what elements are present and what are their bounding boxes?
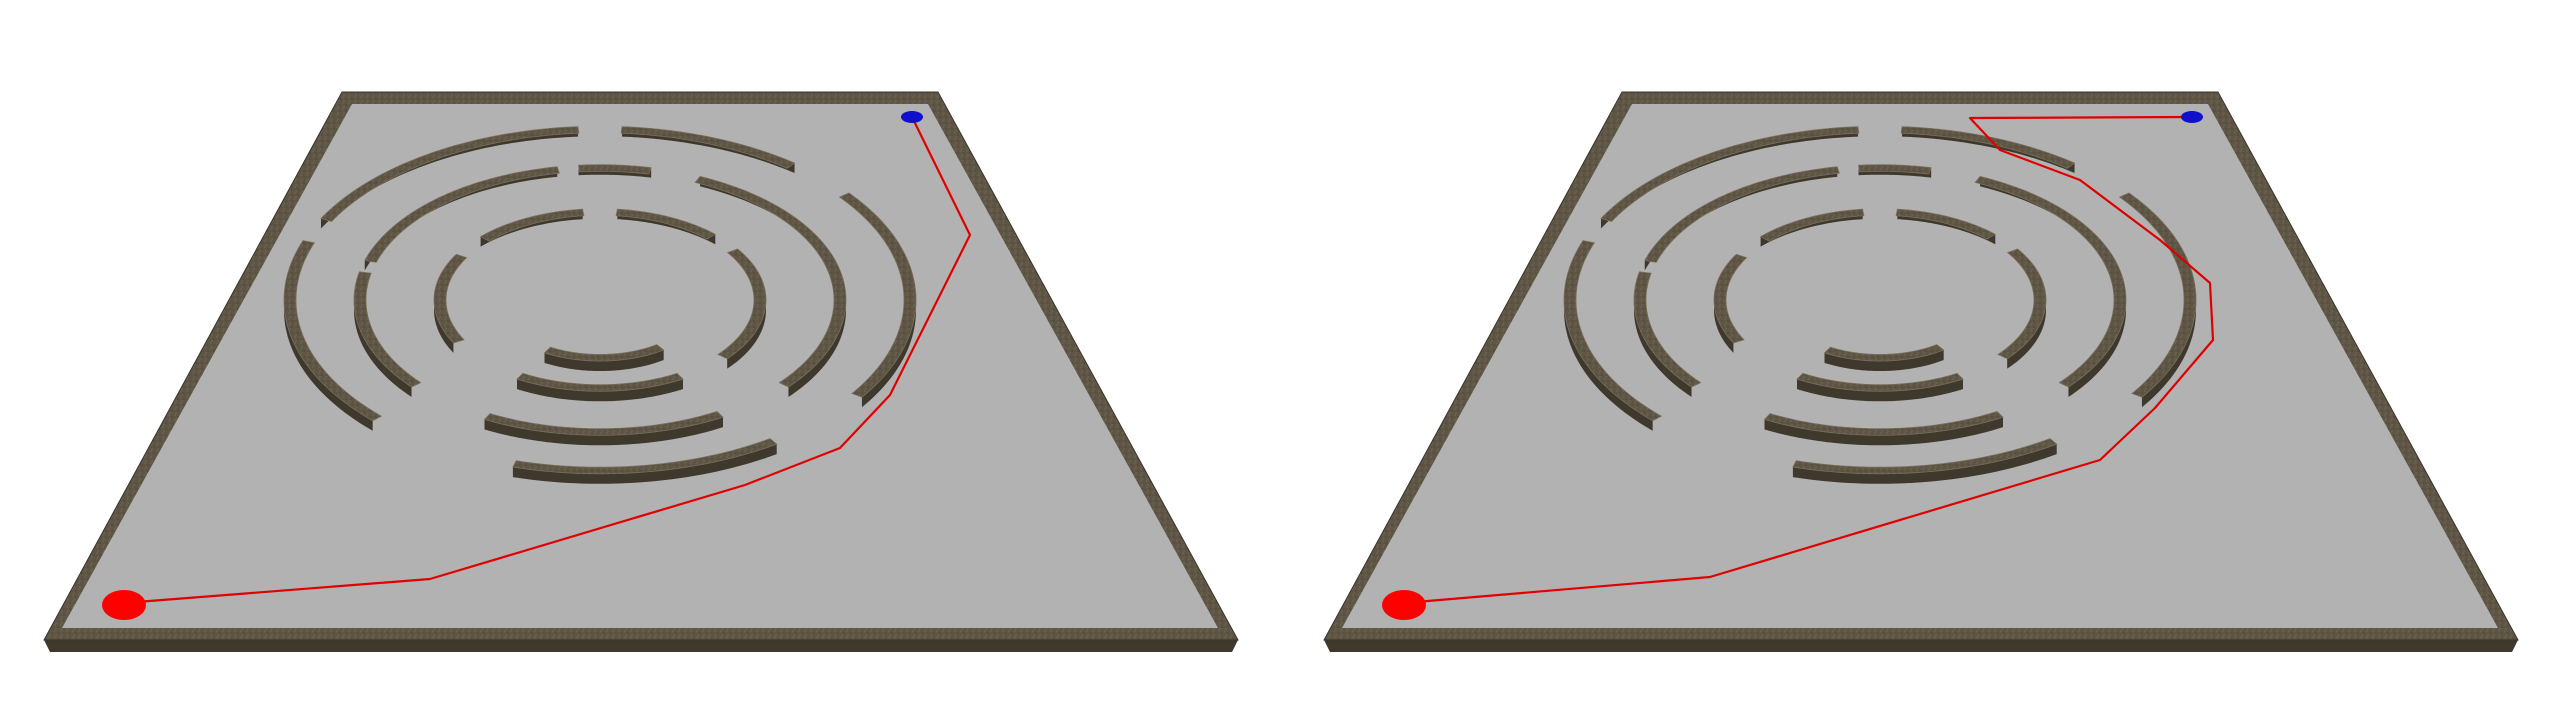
maze-wall-ring3-5 [433, 253, 468, 353]
maze-wall-ring3-1 [516, 372, 684, 402]
maze-wall-ring1-3 [620, 126, 796, 174]
maze-wall-ring3-3 [1895, 208, 1997, 245]
planned-path [123, 116, 972, 605]
maze-wall-ring2-5 [1633, 271, 1702, 397]
maze-wall-ring2-1 [483, 411, 724, 446]
maze-panel-left [43, 91, 1239, 652]
start-marker [1382, 590, 1426, 620]
maze-wall-ring1-1 [1792, 438, 2058, 484]
maze-wall-ring2-1 [1763, 411, 2004, 446]
maze-wall-ring3-3 [615, 208, 717, 245]
maze-wall-ring2-4 [1644, 166, 1840, 271]
start-marker [102, 590, 146, 620]
maze-wall-ring2-2 [1974, 175, 2127, 397]
maze-wall-ring1-1 [512, 438, 778, 484]
maze-wall-ring3-1 [1796, 372, 1964, 402]
maze-wall-ring1-5 [283, 240, 383, 431]
maze-wall-ring2-3 [578, 164, 652, 178]
goal-marker [901, 111, 923, 123]
maze-panel-right [1323, 91, 2519, 652]
floor-frame-side [44, 640, 1238, 652]
maze-wall-ring2-5 [353, 271, 422, 397]
maze-wall-ring2-3 [1858, 164, 1932, 178]
maze-wall-ring2-2 [694, 175, 847, 397]
maze-wall-ring3-2 [1997, 248, 2047, 369]
maze-wall-ring1-2 [2118, 192, 2197, 408]
maze-wall-ring1-4 [320, 126, 580, 229]
maze-wall-ring1-2 [838, 192, 917, 408]
floor-frame-side [1324, 640, 2518, 652]
maze-wall-ring1-4 [1600, 126, 1860, 229]
maze-wall-ring4-1 [1823, 344, 1945, 372]
maze-wall-ring3-4 [479, 208, 585, 247]
planned-path [1403, 115, 2215, 605]
maze-wall-ring3-5 [1713, 253, 1748, 353]
maze-wall-ring1-5 [1563, 240, 1663, 431]
maze-wall-ring3-4 [1759, 208, 1865, 247]
goal-marker [2181, 111, 2203, 123]
maze-wall-ring2-4 [364, 166, 560, 271]
maze-wall-ring3-2 [717, 248, 767, 369]
maze-wall-ring4-1 [543, 344, 665, 372]
maze-wall-ring1-3 [1900, 126, 2076, 174]
